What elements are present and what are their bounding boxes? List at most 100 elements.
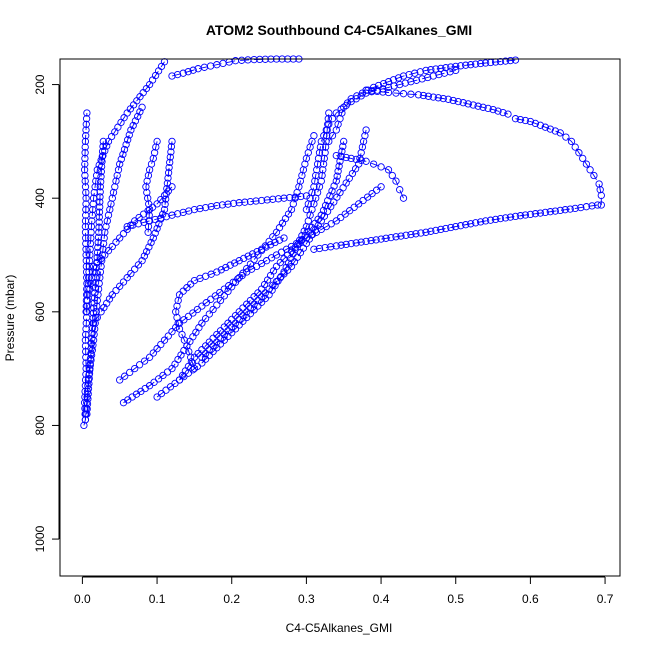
data-point <box>97 262 105 271</box>
data-point <box>328 132 337 140</box>
data-point <box>159 210 167 218</box>
data-point <box>198 319 206 327</box>
data-point <box>261 289 269 297</box>
data-point <box>359 196 367 205</box>
data-point <box>103 142 111 150</box>
data-point <box>93 253 101 262</box>
data-point <box>384 88 393 97</box>
data-point <box>546 208 554 216</box>
data-point <box>243 313 251 322</box>
data-point <box>139 89 147 97</box>
data-point <box>217 266 225 274</box>
data-point <box>145 243 153 251</box>
data-point <box>189 333 197 341</box>
data-point <box>411 69 419 77</box>
data-point <box>399 90 408 98</box>
data-point <box>484 104 492 113</box>
data-point <box>321 243 329 252</box>
data-point <box>297 192 305 201</box>
data-point <box>252 197 260 205</box>
data-point <box>372 186 381 194</box>
data-point <box>337 213 345 222</box>
data-point <box>120 145 129 154</box>
data-point <box>81 154 89 163</box>
data-point <box>372 236 380 244</box>
data-point <box>257 245 266 253</box>
data-point <box>228 329 236 337</box>
data-point <box>81 160 89 168</box>
data-point <box>123 274 131 282</box>
data-point <box>280 194 288 202</box>
data-point <box>205 338 213 346</box>
data-point <box>205 310 213 318</box>
data-point <box>123 109 131 117</box>
data-point <box>336 157 344 165</box>
data-point <box>332 109 340 117</box>
data-point <box>257 285 266 293</box>
data-point <box>263 196 271 204</box>
data-point <box>82 245 90 253</box>
data-point <box>339 184 347 192</box>
data-point <box>99 239 108 248</box>
data-point <box>95 228 103 236</box>
data-point <box>125 131 133 139</box>
data-point <box>597 191 605 200</box>
data-point <box>246 304 255 312</box>
data-point <box>350 203 358 211</box>
data-point <box>119 278 128 286</box>
data-point <box>459 99 467 107</box>
data-point <box>163 184 171 193</box>
series-line <box>336 155 404 199</box>
chart-title: ATOM2 Southbound C4-C5Alkanes_GMI <box>206 22 472 38</box>
data-point <box>94 233 103 241</box>
series-line <box>119 186 382 381</box>
data-point <box>173 210 182 218</box>
data-point <box>96 183 104 191</box>
data-point <box>239 311 247 320</box>
y-tick-label: 400 <box>33 188 47 208</box>
data-point <box>198 359 206 367</box>
data-point <box>136 108 144 116</box>
data-point <box>314 154 323 163</box>
data-point <box>83 405 91 413</box>
data-point <box>168 72 176 80</box>
data-point <box>163 368 172 376</box>
data-point <box>337 241 345 249</box>
data-point <box>499 108 507 117</box>
data-point <box>396 80 404 89</box>
data-point <box>311 177 319 185</box>
data-point <box>82 126 90 134</box>
data-point <box>112 286 120 295</box>
data-point <box>82 188 90 197</box>
data-point <box>89 268 97 276</box>
data-point <box>196 204 204 213</box>
series-line <box>366 89 509 115</box>
data-point <box>467 220 475 228</box>
data-point <box>168 328 176 336</box>
data-point <box>394 74 403 82</box>
data-point <box>454 97 462 106</box>
data-point <box>144 222 153 231</box>
data-point <box>85 370 94 378</box>
data-point <box>588 202 596 210</box>
data-point <box>562 133 570 141</box>
data-point <box>172 308 180 316</box>
data-point <box>96 198 104 206</box>
data-point <box>571 204 579 213</box>
data-point <box>358 143 367 151</box>
data-point <box>189 66 197 74</box>
data-point <box>405 70 413 79</box>
data-point <box>310 132 318 140</box>
data-point <box>347 154 355 163</box>
data-point <box>92 177 100 185</box>
data-point <box>399 72 408 80</box>
data-point <box>444 95 452 103</box>
data-point <box>112 238 120 246</box>
data-point <box>96 203 104 211</box>
data-point <box>153 200 161 208</box>
data-point <box>89 309 98 317</box>
data-point <box>82 347 90 356</box>
data-point <box>112 177 120 185</box>
data-point <box>216 296 225 305</box>
data-point <box>357 149 365 157</box>
